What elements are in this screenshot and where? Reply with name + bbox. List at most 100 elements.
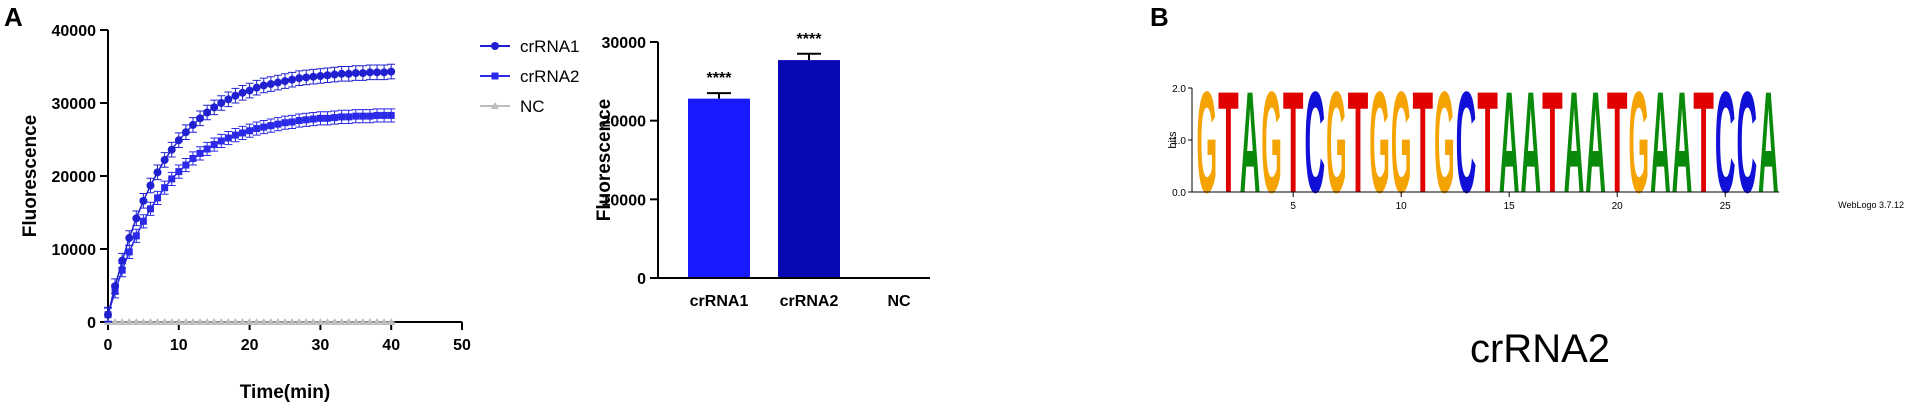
logo-letter: G (1369, 61, 1390, 223)
y-tick-label: 0 (637, 271, 646, 288)
marker (295, 74, 304, 83)
marker (167, 318, 176, 325)
y-tick-label: 10000 (602, 192, 647, 209)
marker (302, 116, 310, 124)
logo-letter: G (1326, 61, 1347, 223)
marker (358, 318, 367, 325)
y-axis-title: bits (1167, 131, 1179, 149)
y-tick-label: 1.0 (1172, 136, 1186, 147)
marker (288, 318, 297, 325)
marker (352, 112, 360, 120)
marker (330, 70, 339, 79)
logo-letter: A (1585, 61, 1606, 223)
credit: WebLogo 3.7.12 (1838, 200, 1904, 210)
x-tick-label: 50 (453, 337, 471, 354)
marker (358, 69, 367, 78)
logo-letter: G (1434, 61, 1455, 223)
marker (210, 103, 219, 112)
error-bar (707, 92, 731, 99)
marker (203, 108, 212, 117)
marker (238, 88, 247, 97)
marker (182, 161, 190, 169)
marker (330, 318, 339, 325)
marker (189, 154, 197, 162)
marker (253, 125, 261, 133)
x-tick-label: 5 (1290, 201, 1296, 212)
annotation: **** (797, 31, 823, 48)
marker (365, 68, 374, 77)
marker (351, 318, 360, 325)
legend-label: NC (520, 97, 545, 116)
marker (125, 234, 134, 243)
marker (139, 217, 147, 225)
x-tick-label: 20 (241, 337, 259, 354)
marker (231, 91, 240, 100)
x-tick-label: 30 (312, 337, 330, 354)
marker (174, 318, 183, 325)
annotation: **** (707, 70, 733, 87)
legend-label: crRNA2 (520, 67, 580, 86)
x-tick-label: 40 (382, 337, 400, 354)
logo-letter: A (1240, 61, 1261, 223)
marker (224, 134, 232, 142)
marker (175, 168, 183, 176)
x-tick-label: crRNA1 (690, 293, 749, 310)
marker (224, 95, 233, 104)
marker (309, 72, 318, 81)
marker (288, 75, 297, 84)
marker (359, 112, 367, 120)
logo-letter: A (1564, 61, 1585, 223)
marker (238, 318, 247, 325)
marker (132, 214, 141, 223)
caption: crRNA2 (1470, 327, 1610, 371)
marker (338, 113, 346, 121)
y-axis-title: Fluorescence (20, 115, 41, 238)
logo-letter: C (1715, 61, 1736, 223)
marker (273, 78, 282, 87)
marker (245, 318, 254, 325)
marker (387, 67, 396, 76)
logo-letter: T (1283, 61, 1304, 223)
marker (160, 318, 169, 325)
error-bar (797, 52, 821, 61)
x-tick-label: 20 (1612, 201, 1624, 212)
marker (345, 113, 353, 121)
marker (118, 256, 127, 265)
marker (316, 114, 324, 122)
y-tick-label: 10000 (52, 242, 97, 259)
marker (196, 149, 204, 157)
logo-letter: C (1737, 61, 1758, 223)
y-tick-label: 0 (87, 315, 96, 332)
marker (281, 119, 289, 127)
marker (281, 318, 289, 325)
marker (118, 266, 126, 274)
marker (153, 168, 162, 177)
marker (288, 118, 296, 126)
marker (387, 318, 396, 325)
marker (260, 123, 268, 131)
logo-letter: A (1758, 61, 1779, 223)
y-tick-label: 0.0 (1172, 188, 1186, 199)
marker (168, 175, 176, 183)
x-axis-title: Time(min) (240, 382, 330, 403)
x-tick-label: 10 (170, 337, 188, 354)
marker (266, 318, 275, 325)
legend-label: crRNA1 (520, 37, 580, 56)
logo-letter: G (1629, 61, 1650, 223)
bar (688, 98, 750, 278)
marker (309, 318, 318, 325)
marker (118, 318, 127, 325)
marker (161, 184, 169, 192)
logo-letter: A (1499, 61, 1520, 223)
marker (373, 68, 382, 77)
marker (323, 318, 332, 325)
marker (139, 318, 148, 325)
x-tick-label: 0 (104, 337, 113, 354)
y-tick-label: 30000 (52, 96, 97, 113)
logo-letter: T (1218, 61, 1239, 223)
marker (217, 99, 226, 107)
marker (316, 71, 325, 80)
marker (274, 120, 282, 128)
y-tick-label: 2.0 (1172, 84, 1186, 95)
marker (160, 155, 169, 164)
